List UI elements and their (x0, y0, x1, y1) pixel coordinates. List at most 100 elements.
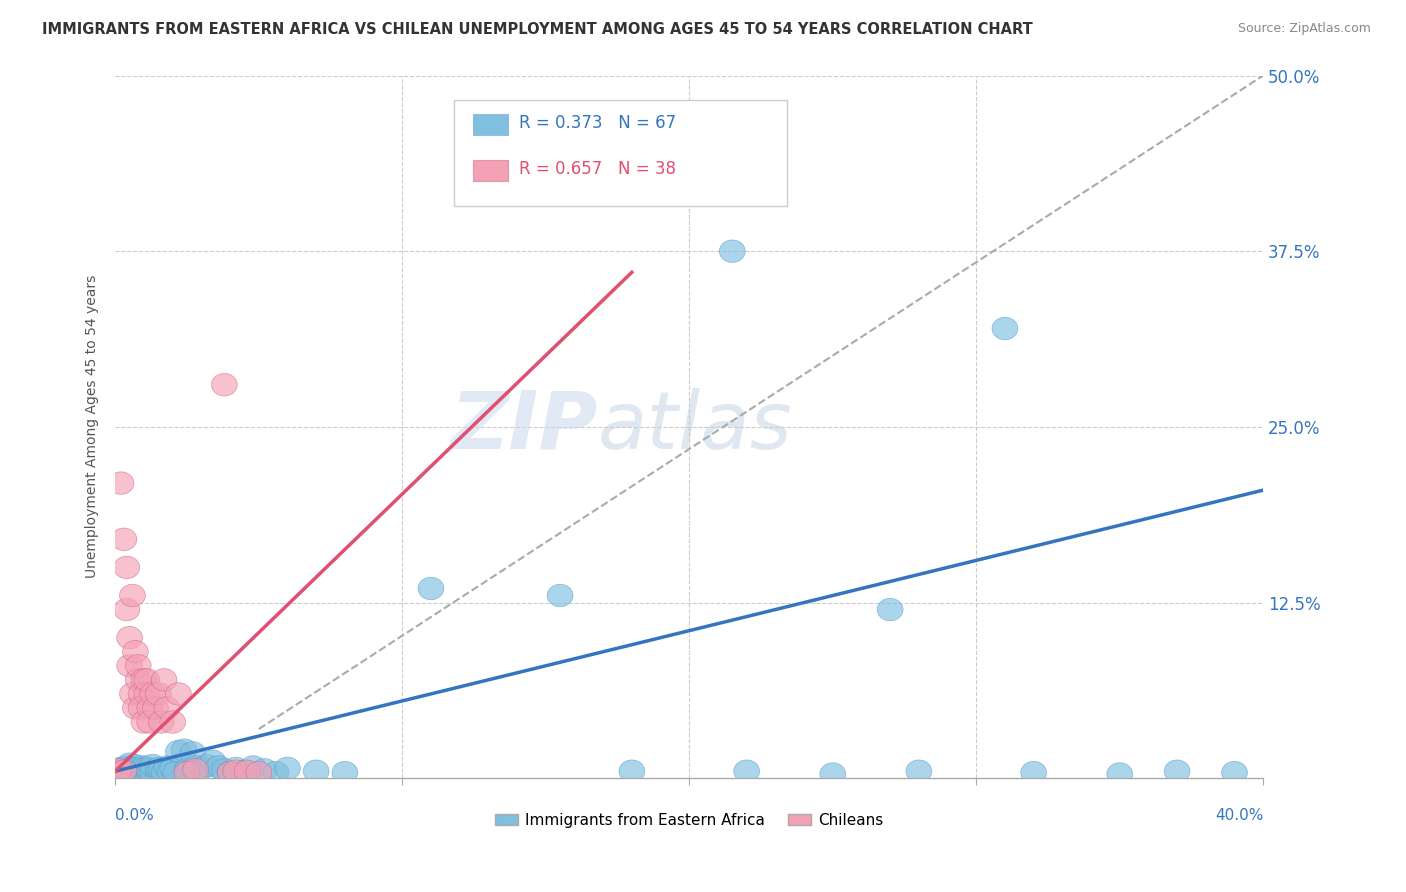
Ellipse shape (117, 763, 142, 785)
Ellipse shape (114, 756, 139, 778)
Ellipse shape (139, 760, 166, 782)
Ellipse shape (155, 756, 180, 778)
Text: R = 0.373   N = 67: R = 0.373 N = 67 (519, 114, 676, 132)
Ellipse shape (108, 762, 134, 784)
Ellipse shape (877, 599, 903, 621)
Ellipse shape (117, 626, 142, 648)
Ellipse shape (145, 682, 172, 706)
Ellipse shape (120, 762, 145, 784)
Ellipse shape (183, 756, 208, 778)
Ellipse shape (120, 682, 145, 706)
Ellipse shape (152, 762, 177, 784)
Ellipse shape (125, 757, 152, 780)
Ellipse shape (134, 757, 160, 780)
Ellipse shape (263, 762, 288, 784)
Ellipse shape (172, 739, 197, 762)
Ellipse shape (131, 711, 157, 733)
Text: 40.0%: 40.0% (1215, 808, 1263, 823)
Ellipse shape (105, 763, 131, 785)
Ellipse shape (1222, 762, 1247, 784)
Ellipse shape (125, 669, 152, 691)
Ellipse shape (174, 762, 200, 784)
Ellipse shape (108, 472, 134, 494)
Ellipse shape (131, 760, 157, 782)
Ellipse shape (120, 584, 145, 607)
Text: 0.0%: 0.0% (115, 808, 155, 823)
Ellipse shape (993, 318, 1018, 340)
Ellipse shape (235, 760, 260, 782)
Ellipse shape (332, 762, 357, 784)
Ellipse shape (820, 763, 845, 785)
Ellipse shape (224, 757, 249, 780)
Legend: Immigrants from Eastern Africa, Chileans: Immigrants from Eastern Africa, Chileans (488, 806, 890, 834)
Text: atlas: atlas (598, 388, 792, 466)
Ellipse shape (136, 763, 163, 785)
Ellipse shape (134, 762, 160, 784)
Ellipse shape (152, 669, 177, 691)
Ellipse shape (1164, 760, 1189, 782)
Ellipse shape (139, 682, 166, 706)
FancyBboxPatch shape (474, 114, 508, 136)
Ellipse shape (114, 557, 139, 579)
Ellipse shape (224, 760, 249, 782)
Ellipse shape (160, 757, 186, 780)
Ellipse shape (166, 682, 191, 706)
Ellipse shape (734, 760, 759, 782)
Ellipse shape (166, 740, 191, 763)
Ellipse shape (111, 763, 136, 785)
Ellipse shape (240, 756, 266, 778)
Ellipse shape (128, 763, 155, 785)
Ellipse shape (122, 640, 148, 663)
Ellipse shape (211, 374, 238, 396)
Ellipse shape (128, 758, 155, 781)
Ellipse shape (136, 697, 163, 719)
Ellipse shape (145, 757, 172, 780)
Text: Source: ZipAtlas.com: Source: ZipAtlas.com (1237, 22, 1371, 36)
Text: ZIP: ZIP (450, 388, 598, 466)
Ellipse shape (205, 756, 232, 778)
Ellipse shape (120, 757, 145, 780)
Ellipse shape (122, 755, 148, 777)
Ellipse shape (128, 697, 155, 719)
Ellipse shape (122, 763, 148, 785)
Ellipse shape (183, 758, 208, 781)
Ellipse shape (139, 755, 166, 777)
Ellipse shape (188, 757, 214, 780)
Ellipse shape (905, 760, 932, 782)
Ellipse shape (211, 758, 238, 781)
Ellipse shape (125, 762, 152, 784)
Ellipse shape (114, 762, 139, 784)
Text: R = 0.657   N = 38: R = 0.657 N = 38 (519, 160, 676, 178)
Ellipse shape (217, 762, 243, 784)
Ellipse shape (252, 758, 277, 781)
Ellipse shape (148, 711, 174, 733)
Ellipse shape (1021, 762, 1046, 784)
Ellipse shape (304, 760, 329, 782)
Ellipse shape (122, 697, 148, 719)
Ellipse shape (136, 711, 163, 733)
Ellipse shape (111, 528, 136, 550)
Ellipse shape (200, 750, 226, 772)
Ellipse shape (720, 240, 745, 262)
Ellipse shape (232, 760, 257, 782)
Ellipse shape (134, 669, 160, 691)
Ellipse shape (131, 756, 157, 778)
Ellipse shape (117, 753, 142, 775)
Ellipse shape (142, 697, 169, 719)
Ellipse shape (180, 741, 205, 764)
Ellipse shape (105, 763, 131, 785)
Ellipse shape (136, 758, 163, 781)
Ellipse shape (114, 599, 139, 621)
Ellipse shape (194, 755, 219, 777)
Ellipse shape (117, 758, 142, 781)
Ellipse shape (274, 757, 301, 780)
Ellipse shape (111, 760, 136, 782)
Ellipse shape (122, 760, 148, 782)
Ellipse shape (155, 697, 180, 719)
Ellipse shape (163, 762, 188, 784)
Ellipse shape (418, 577, 444, 599)
Ellipse shape (108, 757, 134, 780)
FancyBboxPatch shape (474, 160, 508, 181)
Text: IMMIGRANTS FROM EASTERN AFRICA VS CHILEAN UNEMPLOYMENT AMONG AGES 45 TO 54 YEARS: IMMIGRANTS FROM EASTERN AFRICA VS CHILEA… (42, 22, 1033, 37)
Ellipse shape (145, 762, 172, 784)
